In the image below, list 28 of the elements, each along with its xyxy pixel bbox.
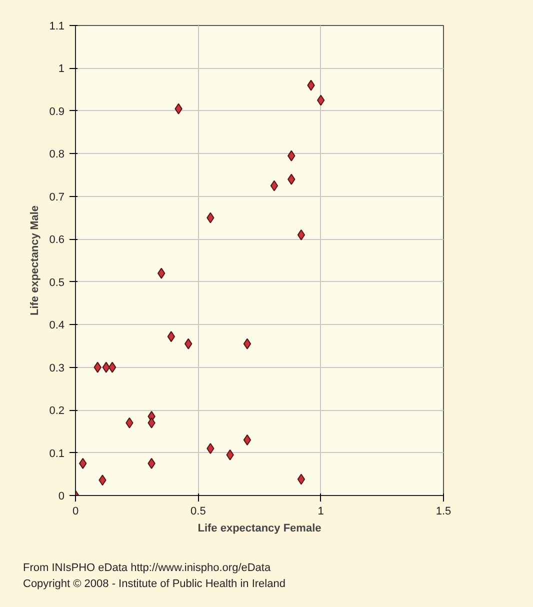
y-tick-label: 0.7 (49, 191, 65, 204)
point (297, 474, 306, 485)
y-tick-label: 0.1 (49, 448, 65, 460)
y-tick-label: 0.5 (49, 276, 65, 289)
y-tick-label: 0.2 (49, 405, 65, 418)
x-tick-label: 0 (72, 506, 79, 518)
x-tick-label: 1 (318, 506, 324, 518)
point (243, 338, 252, 350)
point (270, 180, 278, 192)
y-tick-label: 0.8 (49, 148, 65, 161)
x-tick-label: 0.5 (190, 506, 206, 518)
point (167, 331, 176, 342)
point (297, 229, 306, 240)
y-tick-label: 1 (58, 63, 65, 76)
y-tick-label: 0 (58, 490, 65, 502)
text: From INIsPHO eData http://www.inispho.org/eData (23, 562, 271, 574)
y-axis-title: Life expectancy Male (29, 205, 42, 316)
x-tick-label: 1.5 (436, 506, 452, 518)
y-tick-label: 1.1 (49, 20, 65, 32)
point (108, 362, 116, 373)
text: Copyright © 2008 - Institute of Public Health in Ireland (23, 578, 286, 590)
y-tick-label: 0.9 (49, 106, 65, 118)
y-tick-label: 0.3 (49, 362, 65, 374)
point (243, 434, 252, 446)
y-tick-label: 0.4 (49, 320, 65, 332)
x-axis-title: Life expectancy Female (198, 522, 322, 534)
point (206, 443, 214, 454)
y-tick-label: 0.6 (49, 234, 65, 246)
